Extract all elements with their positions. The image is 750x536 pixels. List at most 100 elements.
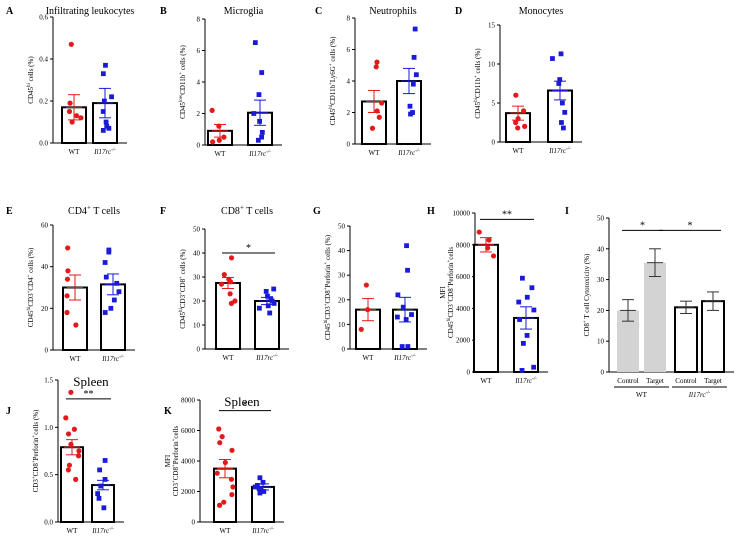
data-point-ko — [101, 505, 107, 511]
y-axis-label: MFI — [439, 286, 447, 299]
y-tick-label: 20 — [41, 305, 49, 313]
y-axis-label: MFI — [164, 454, 172, 467]
panel-title: CD8+​ T cells — [221, 204, 273, 218]
y-axis-label: CD3+​CD8+​Perforin+​cells — [172, 425, 180, 496]
y-tick-label: 0 — [45, 347, 49, 355]
data-point-ko — [102, 260, 108, 265]
x-tick-label: Il17rc-/- — [248, 150, 271, 158]
y-tick-label: 10 — [597, 338, 605, 346]
data-point-wt — [358, 326, 364, 332]
data-point-ko — [524, 294, 530, 300]
data-point-wt — [65, 245, 71, 251]
y-axis-label: CD45hi​CD11b+​ cells (%) — [474, 48, 482, 119]
data-point-ko — [550, 56, 555, 61]
y-axis-label: CD8+​ T cell Cytotoxicity (%) — [583, 253, 591, 336]
data-point-ko — [102, 477, 108, 482]
data-point-ko — [257, 487, 263, 493]
data-point-wt — [65, 431, 72, 437]
data-point-ko — [257, 118, 263, 124]
x-tick-label: Il17rc-/- — [101, 355, 124, 363]
data-point-ko — [263, 289, 269, 294]
data-point-ko — [251, 111, 257, 116]
data-point-wt — [486, 237, 492, 243]
data-point-ko — [562, 109, 568, 115]
y-tick-label: 15 — [488, 22, 496, 30]
bar — [674, 306, 698, 374]
data-point-ko — [409, 312, 414, 317]
data-point-wt — [376, 114, 382, 120]
data-point-ko — [116, 289, 122, 295]
panel-a: A Infiltrating leukocytes 0.0 0.2 0.4 0.6 CD45… — [6, 6, 134, 156]
data-point-ko — [252, 40, 258, 46]
data-point-ko — [95, 491, 101, 496]
data-point-ko — [407, 103, 413, 109]
y-tick-label: 30 — [597, 276, 605, 284]
data-point-wt — [221, 134, 227, 140]
x-tick-label: Target — [704, 377, 722, 385]
panel-label: K — [164, 406, 172, 417]
y-tick-label: 8000 — [456, 241, 471, 249]
data-point-wt — [374, 59, 380, 65]
data-point-wt — [520, 108, 527, 114]
data-point-ko — [395, 292, 401, 298]
y-axis-label: CD3+​CD8+​Perforin+​cells (%) — [32, 409, 40, 492]
panel-label: H — [427, 206, 435, 217]
data-point-ko — [100, 71, 106, 77]
data-point-wt — [64, 276, 71, 282]
data-point-wt — [230, 484, 236, 490]
data-point-wt — [216, 502, 223, 508]
data-point-ko — [524, 333, 530, 338]
y-tick-label: 8 — [347, 15, 351, 23]
bar — [100, 283, 126, 351]
data-point-ko — [261, 489, 267, 494]
y-tick-label: 10 — [193, 322, 201, 330]
data-point-wt — [221, 499, 227, 505]
x-tick-label: Control — [617, 377, 638, 385]
data-point-wt — [379, 100, 385, 106]
panel-title: Spleen — [224, 394, 260, 409]
panel-g: G 0 10 20 30 40 50 CD45hi​CD3+​CD8+​Perforin+​ … — [313, 206, 427, 362]
panel-b: B Microglia 0 2 4 6 8 CD45low​CD11b+​ cells (%)… — [160, 6, 282, 158]
panel-label: J — [6, 406, 11, 417]
data-point-wt — [65, 268, 71, 274]
y-tick-label: 1.0 — [44, 424, 53, 432]
y-tick-label: 20 — [193, 298, 201, 306]
data-point-ko — [558, 51, 564, 57]
y-tick-label: 0 — [601, 369, 605, 377]
data-point-wt — [78, 115, 84, 121]
data-point-ko — [96, 495, 102, 501]
y-tick-label: 40 — [597, 245, 605, 253]
y-axis-label: CD45hi​CD3+​CD4+​ cells (%) — [27, 247, 35, 327]
data-point-ko — [403, 317, 409, 322]
y-tick-label: 50 — [597, 215, 605, 223]
data-point-ko — [559, 120, 564, 125]
data-point-wt — [219, 434, 225, 440]
data-point-wt — [228, 476, 235, 482]
data-point-ko — [259, 130, 265, 135]
y-axis-label: CD45hi​CD3+​CD8+​Perforin+​cells — [447, 247, 455, 338]
data-point-ko — [114, 280, 120, 286]
data-point-ko — [267, 310, 273, 316]
x-tick-label: WT — [215, 150, 227, 158]
data-point-ko — [404, 243, 409, 249]
data-point-wt — [64, 293, 70, 299]
data-point-ko — [103, 274, 109, 280]
x-tick-label: Il17rc-/- — [91, 527, 114, 535]
data-point-ko — [412, 26, 418, 32]
y-tick-label: 0.5 — [44, 471, 53, 479]
data-point-wt — [75, 453, 82, 459]
panel-label: A — [6, 6, 14, 17]
data-point-ko — [100, 128, 106, 133]
y-tick-label: 0 — [347, 141, 351, 149]
panel-h: H 0 2000 4000 6000 8000 10000 MFICD45hi​CD3+​CD… — [427, 206, 548, 385]
y-tick-label: 10 — [338, 321, 346, 329]
panel-e: E CD4+​ T cells 0 20 40 60 CD45hi​CD3+​CD4+​ c… — [6, 204, 135, 363]
data-point-ko — [410, 81, 416, 87]
y-tick-label: 4 — [347, 78, 351, 86]
data-point-ko — [556, 81, 562, 86]
y-tick-label: 4 — [197, 79, 201, 87]
data-point-ko — [557, 77, 563, 82]
x-tick-label: WT — [369, 149, 381, 157]
data-point-ko — [111, 297, 117, 303]
